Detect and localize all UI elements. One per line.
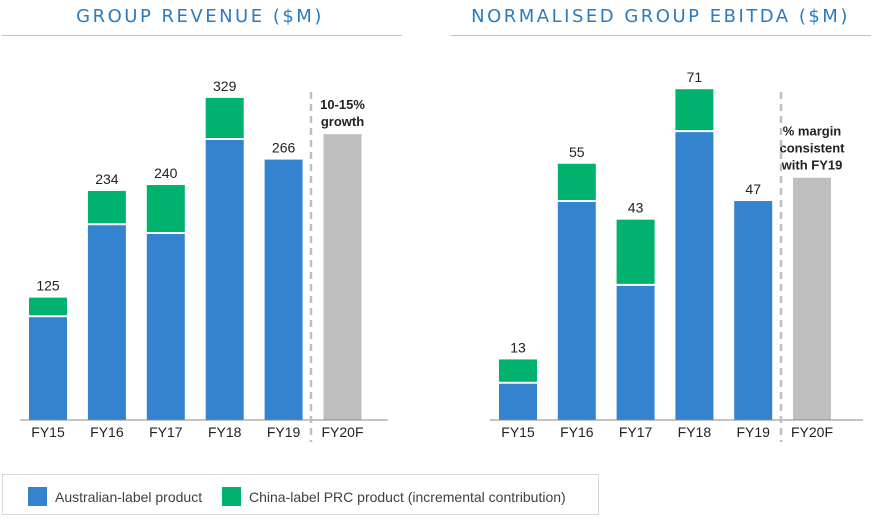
revenue-total-label: 329 [213, 78, 237, 94]
ebitda-bar-forecast [793, 177, 831, 420]
revenue-category-label: FY20F [321, 424, 363, 440]
legend-label-china: China-label PRC product (incremental con… [249, 488, 566, 505]
revenue-bar-china [29, 297, 67, 317]
ebitda-total-label: 71 [687, 69, 703, 85]
group-revenue-title-underline [2, 35, 402, 36]
ebitda-total-label: 13 [510, 339, 526, 355]
revenue-forecast-annotation-line: growth [321, 114, 364, 129]
revenue-bar-australian [87, 224, 126, 420]
ebitda-total-label: 43 [628, 200, 644, 216]
revenue-category-label: FY15 [31, 424, 65, 440]
ebitda-bar-china [557, 163, 596, 202]
revenue-bar-australian [146, 233, 185, 420]
ebitda-bar-china [499, 359, 537, 383]
group-ebitda-title: NORMALISED GROUP EBITDA ($M) [471, 6, 850, 27]
revenue-bar-china [87, 190, 126, 225]
ebitda-bar-australian [499, 382, 537, 420]
revenue-total-label: 240 [154, 165, 178, 181]
ebitda-category-label: FY20F [791, 424, 833, 440]
revenue-category-label: FY19 [267, 424, 301, 440]
group-ebitda-title-underline [451, 35, 871, 36]
ebitda-category-label: FY19 [736, 424, 770, 440]
revenue-total-label: 125 [36, 278, 60, 294]
ebitda-bar-australian [616, 284, 655, 420]
revenue-bar-australian [29, 316, 67, 420]
ebitda-bar-china [675, 89, 714, 132]
group-revenue-title: GROUP REVENUE ($M) [76, 6, 324, 27]
legend-item-australian: Australian-label product [28, 487, 202, 506]
ebitda-category-label: FY15 [501, 424, 535, 440]
revenue-category-label: FY16 [90, 424, 124, 440]
legend-swatch-australian [28, 487, 47, 506]
revenue-bar-china [146, 185, 185, 234]
legend-label-australian: Australian-label product [55, 488, 203, 505]
ebitda-total-label: 47 [745, 181, 761, 197]
revenue-bar-australian [205, 139, 244, 420]
revenue-bar-forecast [323, 134, 362, 420]
revenue-category-label: FY18 [208, 424, 242, 440]
ebitda-bar-china [616, 219, 655, 285]
ebitda-category-label: FY16 [560, 424, 594, 440]
revenue-total-label: 234 [95, 171, 119, 187]
legend-swatch-china [222, 487, 241, 506]
ebitda-bar-australian [734, 201, 773, 420]
ebitda-forecast-annotation-line: % margin [783, 124, 842, 139]
ebitda-forecast-annotation-line: consistent [779, 141, 845, 156]
ebitda-bar-australian [675, 131, 714, 420]
legend-item-china: China-label PRC product (incremental con… [222, 487, 566, 506]
ebitda-category-label: FY18 [678, 424, 712, 440]
ebitda-total-label: 55 [569, 144, 585, 160]
revenue-category-label: FY17 [149, 424, 183, 440]
revenue-bar-china [205, 97, 244, 140]
ebitda-bar-australian [557, 201, 596, 420]
revenue-total-label: 266 [272, 140, 296, 156]
ebitda-category-label: FY17 [619, 424, 653, 440]
ebitda-forecast-annotation-line: with FY19 [781, 158, 843, 173]
revenue-bar-australian [264, 159, 303, 420]
legend: Australian-label product China-label PRC… [2, 474, 599, 515]
charts-canvas: 125 FY15 234 FY16 240 FY17 329 FY18 266 FY19 10-15… [20, 69, 863, 442]
revenue-forecast-annotation-line: 10-15% [320, 97, 365, 112]
